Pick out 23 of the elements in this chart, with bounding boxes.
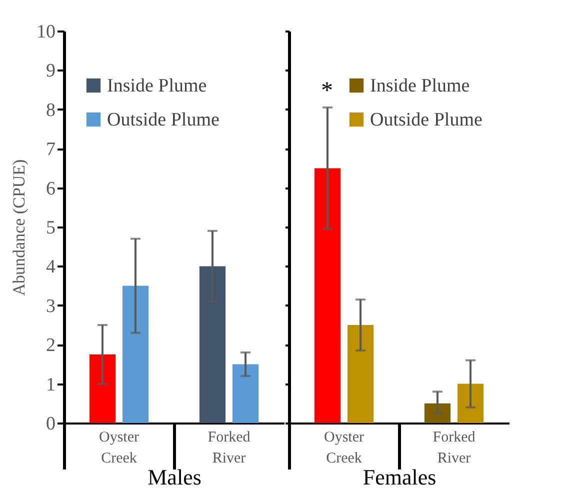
- x-axis-title: Females: [362, 464, 436, 490]
- x-tick-label: Oyster Creek: [324, 430, 364, 466]
- y-tick-label: 8: [46, 100, 56, 121]
- x-tick-label: Forked River: [208, 430, 251, 466]
- y-tick-label: 2: [46, 335, 56, 356]
- x-tick-label: Oyster Creek: [99, 430, 139, 466]
- y-tick-label: 4: [46, 256, 56, 278]
- legend-label: Inside Plume: [107, 76, 207, 96]
- legend-label: Inside Plume: [370, 76, 470, 96]
- annotation: *: [321, 78, 333, 104]
- legend-label: Outside Plume: [370, 110, 482, 130]
- y-tick-label: 1: [46, 374, 56, 396]
- y-tick-label: 5: [46, 218, 56, 238]
- x-tick-label: Forked River: [432, 430, 476, 466]
- y-tick-label: 3: [46, 296, 56, 317]
- y-tick-label: 0: [46, 414, 56, 434]
- y-tick-label: 10: [36, 22, 56, 42]
- y-tick-label: 7: [46, 139, 56, 160]
- y-tick-label: 9: [46, 60, 56, 82]
- y-axis-title: Abundance (CPUE): [10, 159, 28, 296]
- legend-label: Outside Plume: [107, 110, 220, 130]
- x-axis-title: Males: [148, 464, 202, 490]
- y-tick-label: 6: [46, 178, 56, 200]
